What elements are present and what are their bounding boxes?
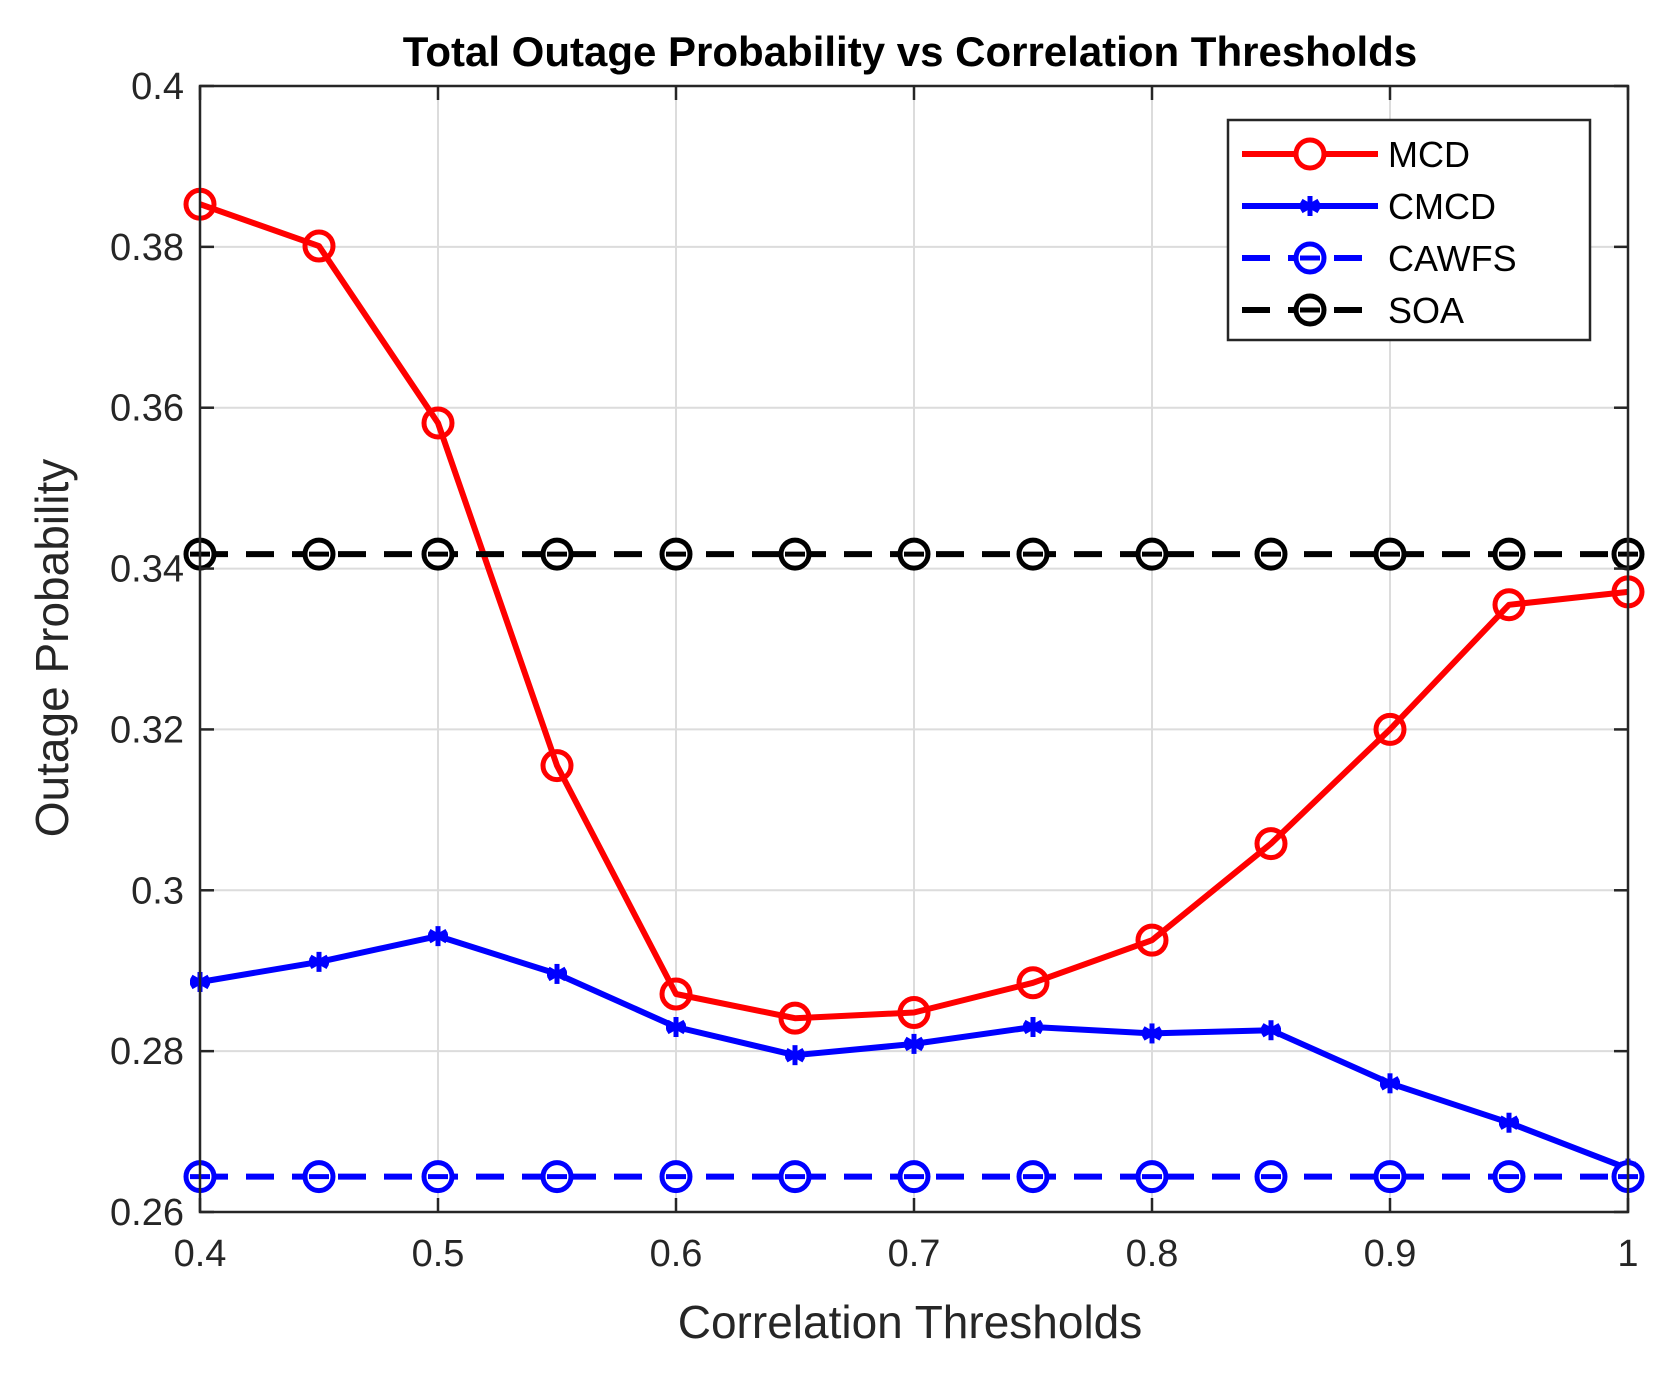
y-tick-label: 0.28 [110,1031,184,1073]
chart-title: Total Outage Probability vs Correlation … [403,28,1417,75]
data-point-cmcd [1499,1112,1519,1133]
data-point-cmcd [309,951,329,972]
y-tick-label: 0.32 [110,709,184,751]
data-point-mcd [1135,923,1169,957]
data-point-cmcd [785,1045,805,1066]
data-point-mcd [659,977,693,1011]
y-tick-label: 0.34 [110,549,184,591]
x-tick-label: 0.9 [1364,1233,1417,1275]
legend-item-mcd: MCD [1242,134,1470,175]
y-tick-label: 0.4 [131,66,184,108]
series-soa [183,537,1645,571]
x-axis-label: Correlation Thresholds [678,1296,1143,1348]
data-point-cmcd [428,926,448,947]
data-point-cmcd [1380,1073,1400,1094]
y-tick-label: 0.3 [131,870,184,912]
axes-frame [198,84,1630,1214]
data-point-cmcd [904,1033,924,1054]
data-point-mcd [1016,966,1050,1000]
y-tick-label: 0.36 [110,388,184,430]
x-tick-label: 0.4 [174,1233,227,1275]
series-layer [183,187,1645,1194]
data-point-mcd [778,1001,812,1035]
legend-item-cmcd: CMCD [1242,186,1496,227]
series-mcd [183,187,1645,1035]
data-point-cmcd [1142,1023,1162,1044]
tick-labels: 0.4 0.5 0.6 0.7 0.8 0.9 1 0.26 0.28 0.3 0.32 0.34 0.… [110,66,1639,1275]
x-tick-label: 0.5 [412,1233,465,1275]
data-point-cmcd [1261,1020,1281,1041]
legend-label: CAWFS [1388,238,1517,279]
data-point-mcd [897,996,931,1030]
legend-label: MCD [1388,134,1470,175]
data-point-mcd [1373,712,1407,746]
y-axis-label: Outage Probability [26,459,78,837]
data-point-mcd [421,406,455,440]
legend-label: CMCD [1388,186,1496,227]
data-point-mcd [1254,827,1288,861]
legend-item-soa: SOA [1242,290,1464,331]
legend-item-cawfs: CAWFS [1242,238,1517,279]
series-line-mcd [199,201,1629,1022]
data-point-cmcd [1023,1017,1043,1038]
data-point-mcd [540,749,574,783]
data-point-cmcd [666,1017,686,1038]
data-point-cmcd [547,963,567,984]
legend-marker [1293,137,1327,171]
y-tick-label: 0.26 [110,1192,184,1234]
x-tick-label: 0.8 [1126,1233,1179,1275]
data-point-mcd [302,229,336,263]
legend: MCD CMCD CAWFS SOA [1226,118,1592,342]
legend-label: SOA [1388,290,1464,331]
x-tick-label: 1 [1617,1233,1638,1275]
data-point-mcd [1492,588,1526,622]
x-tick-label: 0.7 [888,1233,941,1275]
y-tick-label: 0.38 [110,227,184,269]
x-tick-label: 0.6 [650,1233,703,1275]
